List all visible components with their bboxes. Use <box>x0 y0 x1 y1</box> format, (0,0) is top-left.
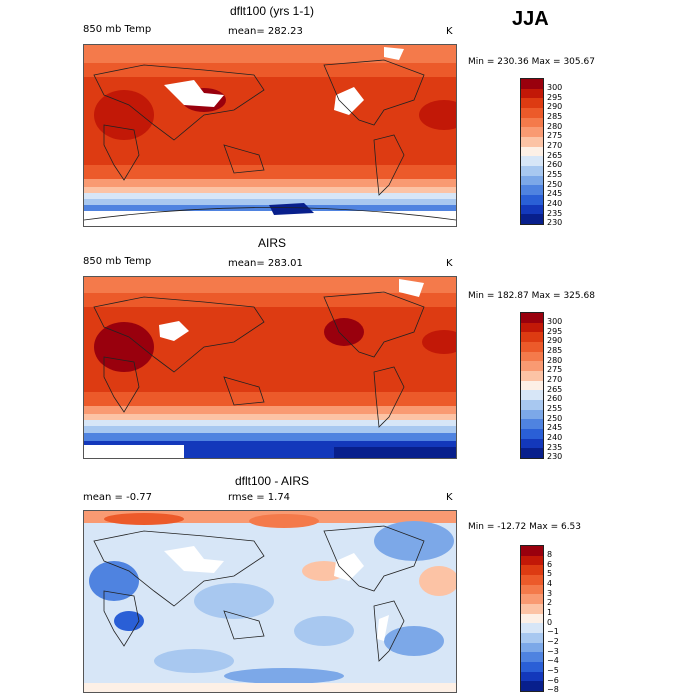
panel-1-mean-label: mean= 282.23 <box>228 26 303 37</box>
colorbar-tick: −8 <box>547 685 559 695</box>
panel-2-mean-label: mean= 283.01 <box>228 258 303 269</box>
colorbar-tick: 300 <box>547 317 563 326</box>
panel-3-minmax: Min = -12.72 Max = 6.53 <box>468 522 582 532</box>
colorbar-tick: −6 <box>547 675 559 685</box>
colorbar-tick: 255 <box>547 404 563 413</box>
colorbar-tick: 275 <box>547 365 563 375</box>
colorbar-tick: 280 <box>547 355 563 365</box>
colorbar-tick: 235 <box>547 442 563 452</box>
colorbar-tick: 235 <box>547 208 563 218</box>
colorbar-tick: 250 <box>547 179 563 189</box>
panel-2-map <box>83 276 457 459</box>
colorbar-tick: 260 <box>547 394 563 404</box>
colorbar-tick: 230 <box>547 452 563 462</box>
panel-2-unit: K <box>446 258 453 269</box>
colorbar-tick: 4 <box>547 579 553 588</box>
colorbar-tick: 1 <box>547 608 553 617</box>
colorbar-tick: 8 <box>547 550 553 559</box>
colorbar-tick: 295 <box>547 92 563 102</box>
panel-1-minmax: Min = 230.36 Max = 305.67 <box>468 57 595 67</box>
colorbar-tick: 6 <box>547 559 553 569</box>
colorbar-tick: 280 <box>547 121 563 131</box>
panel-3-map <box>83 510 457 693</box>
panel-1-variable-label: 850 mb Temp <box>83 24 152 35</box>
colorbar-tick: 3 <box>547 588 553 598</box>
colorbar-tick: 290 <box>547 336 563 346</box>
colorbar-tick: 5 <box>547 569 553 579</box>
colorbar-tick: 245 <box>547 423 563 433</box>
colorbar-tick: 290 <box>547 102 563 112</box>
colorbar-tick: 265 <box>547 384 563 394</box>
panel-3-title: dflt100 - AIRS <box>234 474 310 488</box>
panel-1-map <box>83 44 457 227</box>
colorbar-tick: −2 <box>547 637 559 646</box>
colorbar-tick: 2 <box>547 598 553 608</box>
season-label: JJA <box>512 8 549 30</box>
panel-1-unit: K <box>446 26 453 37</box>
panel-3-unit: K <box>446 492 453 503</box>
colorbar-tick: 285 <box>547 112 563 121</box>
colorbar-tick: −3 <box>547 646 559 656</box>
colorbar-tick: 270 <box>547 375 563 384</box>
colorbar-tick: 240 <box>547 199 563 208</box>
panel-3-mean-label: mean = -0.77 <box>83 492 152 503</box>
colorbar-tick: 275 <box>547 131 563 141</box>
colorbar-tick: 295 <box>547 326 563 336</box>
colorbar-tick: 0 <box>547 617 553 627</box>
panel-2-minmax: Min = 182.87 Max = 325.68 <box>468 291 595 301</box>
panel-1-colorbar <box>520 78 544 225</box>
colorbar-tick: −5 <box>547 666 559 675</box>
colorbar-tick: 270 <box>547 141 563 150</box>
panel-2-title: AIRS <box>257 236 287 250</box>
panel-2-colorbar <box>520 312 544 459</box>
panel-1-title: dflt100 (yrs 1-1) <box>229 4 315 18</box>
colorbar-tick: 260 <box>547 160 563 170</box>
colorbar-tick: 245 <box>547 189 563 199</box>
panel-3-colorbar <box>520 545 544 692</box>
colorbar-tick: 255 <box>547 170 563 179</box>
colorbar-tick: 240 <box>547 433 563 442</box>
colorbar-tick: 300 <box>547 83 563 92</box>
panel-2-variable-label: 850 mb Temp <box>83 256 152 267</box>
colorbar-tick: −1 <box>547 627 559 637</box>
colorbar-tick: 230 <box>547 218 563 228</box>
colorbar-tick: 285 <box>547 346 563 355</box>
colorbar-tick: 250 <box>547 413 563 423</box>
panel-3-rmse-label: rmse = 1.74 <box>228 492 291 503</box>
colorbar-tick: −4 <box>547 656 559 666</box>
colorbar-tick: 265 <box>547 150 563 160</box>
